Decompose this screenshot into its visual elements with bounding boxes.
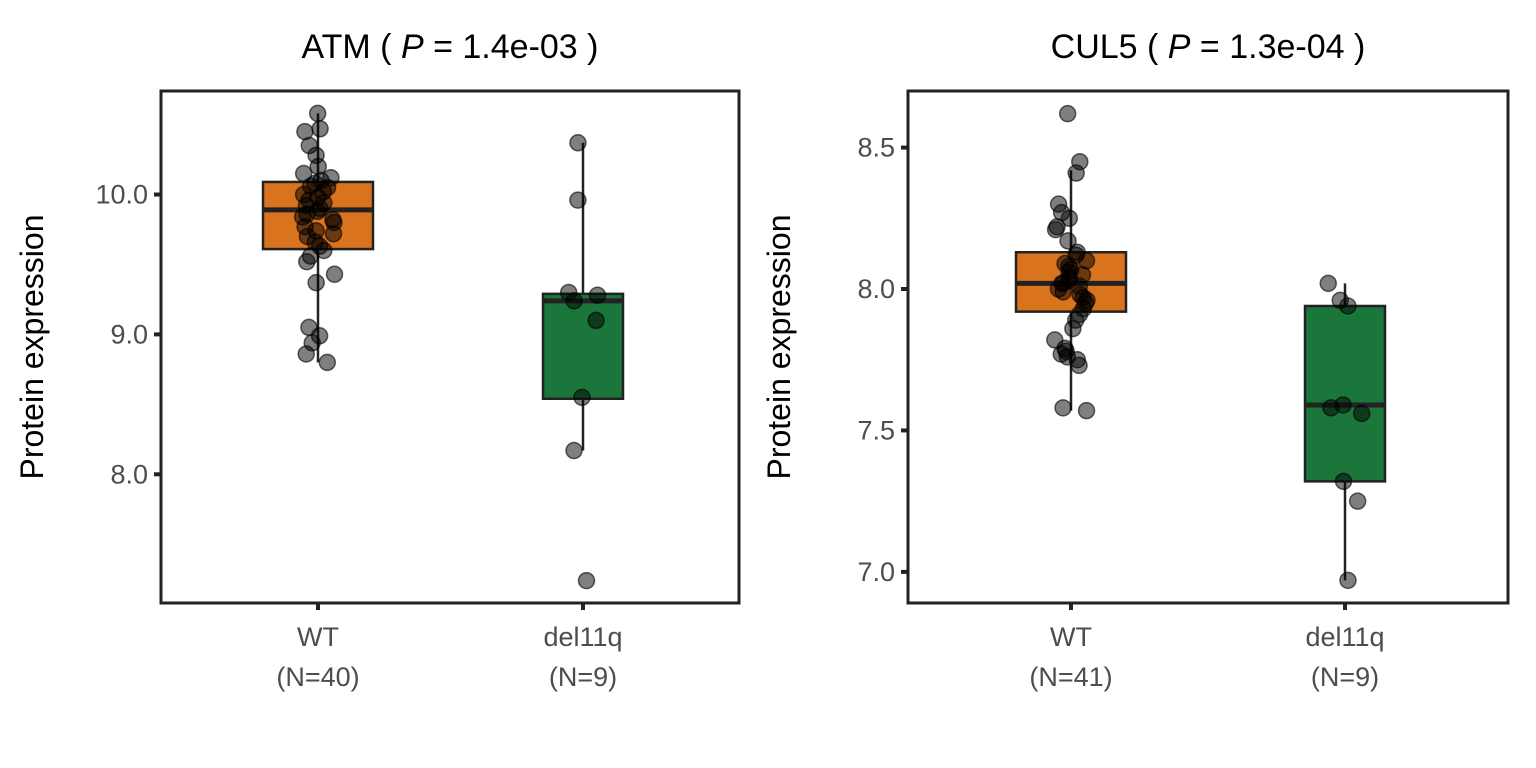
group-wt: WT (N=40) xyxy=(261,104,375,692)
data-point xyxy=(307,273,325,292)
y-tick-label: 7.0 xyxy=(857,557,895,587)
data-point xyxy=(325,265,344,284)
data-point xyxy=(1054,283,1072,301)
data-point xyxy=(1067,164,1085,182)
title-p-label: P xyxy=(1168,28,1191,66)
title-eq: = xyxy=(1190,28,1229,66)
title-paren-close: ) xyxy=(1345,28,1366,66)
title-paren-open: ( xyxy=(371,28,401,66)
data-point xyxy=(318,353,337,372)
plot-border xyxy=(159,89,741,605)
y-tick-label: 8.0 xyxy=(857,274,895,304)
data-point xyxy=(569,134,587,152)
x-tick-label: del11q xyxy=(543,622,622,652)
title-p-value: 1.4e-03 xyxy=(462,28,577,66)
title-paren-close: ) xyxy=(578,28,599,66)
data-point xyxy=(311,120,329,138)
x-tick-n-label: (N=40) xyxy=(276,662,359,692)
panel-cul5: CUL5 ( P = 1.3e-04 ) Protein expression 7.… xyxy=(761,28,1510,692)
data-point xyxy=(1348,492,1367,510)
panel-atm: ATM ( P = 1.4e-03 ) Protein expression 8.0… xyxy=(14,28,741,692)
box xyxy=(541,292,625,401)
plot-border xyxy=(906,89,1510,605)
data-point xyxy=(588,286,607,304)
data-point xyxy=(1059,232,1077,250)
title-gene: ATM xyxy=(301,28,370,66)
y-tick-label: 8.0 xyxy=(110,459,148,489)
x-tick-label: del11q xyxy=(1305,622,1384,652)
data-point xyxy=(1339,297,1357,315)
title-p-value: 1.3e-04 xyxy=(1229,28,1344,66)
group-del11q: del11q (N=9) xyxy=(1303,274,1387,692)
chart-title: ATM ( P = 1.4e-03 ) xyxy=(301,28,598,66)
y-tick-label: 7.5 xyxy=(857,415,895,445)
group-wt: WT (N=41) xyxy=(1014,104,1128,692)
data-point xyxy=(577,571,596,590)
data-point xyxy=(1077,401,1096,420)
data-point xyxy=(1322,399,1340,417)
data-point xyxy=(324,224,343,243)
y-tick-label: 8.5 xyxy=(857,133,895,163)
data-point xyxy=(569,191,587,209)
data-point xyxy=(1058,104,1077,123)
data-point xyxy=(1046,220,1065,239)
group-del11q: del11q (N=9) xyxy=(541,134,625,692)
data-point xyxy=(297,345,315,363)
title-gene: CUL5 xyxy=(1051,28,1138,66)
data-point xyxy=(1064,319,1082,338)
data-point xyxy=(565,292,583,310)
data-point xyxy=(587,311,605,330)
x-tick-n-label: (N=9) xyxy=(1311,662,1379,692)
data-point xyxy=(1334,472,1353,491)
data-point xyxy=(565,441,583,460)
title-eq: = xyxy=(424,28,463,66)
box xyxy=(1303,304,1387,483)
y-tick-label: 10.0 xyxy=(95,180,148,210)
x-tick-label: WT xyxy=(297,622,339,652)
x-tick-n-label: (N=41) xyxy=(1029,662,1112,692)
data-point xyxy=(573,388,591,407)
data-point xyxy=(1352,404,1371,423)
y-axis-label: Protein expression xyxy=(761,214,797,479)
data-point xyxy=(1054,399,1072,417)
x-tick-label: WT xyxy=(1050,622,1092,652)
y-tick-label: 9.0 xyxy=(110,319,148,349)
x-tick-n-label: (N=9) xyxy=(549,662,617,692)
y-axis-label: Protein expression xyxy=(14,214,50,479)
title-p-label: P xyxy=(401,28,424,66)
chart-title: CUL5 ( P = 1.3e-04 ) xyxy=(1051,28,1366,66)
data-point xyxy=(1319,274,1337,293)
data-point xyxy=(1070,356,1088,375)
data-point xyxy=(308,104,327,123)
data-point xyxy=(309,157,327,176)
title-paren-open: ( xyxy=(1138,28,1168,66)
data-point xyxy=(298,252,316,271)
data-point xyxy=(1339,571,1357,590)
data-point xyxy=(1060,209,1079,228)
